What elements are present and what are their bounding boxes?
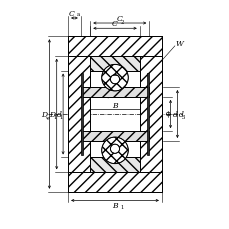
Polygon shape xyxy=(139,57,161,172)
Text: 3: 3 xyxy=(181,114,184,119)
Text: C: C xyxy=(69,10,75,18)
Text: d: d xyxy=(172,111,177,118)
Polygon shape xyxy=(90,158,139,172)
Polygon shape xyxy=(90,57,139,71)
Polygon shape xyxy=(68,172,161,192)
Text: sp: sp xyxy=(46,115,51,119)
Text: 1: 1 xyxy=(120,204,123,209)
Circle shape xyxy=(110,144,119,154)
Text: C: C xyxy=(112,20,117,28)
Polygon shape xyxy=(146,74,149,155)
Text: a: a xyxy=(76,12,79,17)
Polygon shape xyxy=(68,57,90,172)
Text: D: D xyxy=(41,111,47,118)
Polygon shape xyxy=(80,88,149,97)
Polygon shape xyxy=(68,37,161,57)
Text: d: d xyxy=(178,111,183,118)
Text: C: C xyxy=(116,15,122,23)
Circle shape xyxy=(101,137,128,164)
Polygon shape xyxy=(80,74,83,155)
Text: 2: 2 xyxy=(120,20,123,25)
Text: 1: 1 xyxy=(59,114,63,119)
Text: B: B xyxy=(112,202,117,210)
Text: W: W xyxy=(174,40,182,48)
Text: D: D xyxy=(49,111,55,118)
Text: B: B xyxy=(112,102,117,110)
Text: S: S xyxy=(96,89,101,97)
Circle shape xyxy=(101,65,128,92)
Circle shape xyxy=(110,75,119,85)
Text: 1: 1 xyxy=(53,115,57,120)
Polygon shape xyxy=(80,132,149,141)
Text: d: d xyxy=(56,111,61,118)
